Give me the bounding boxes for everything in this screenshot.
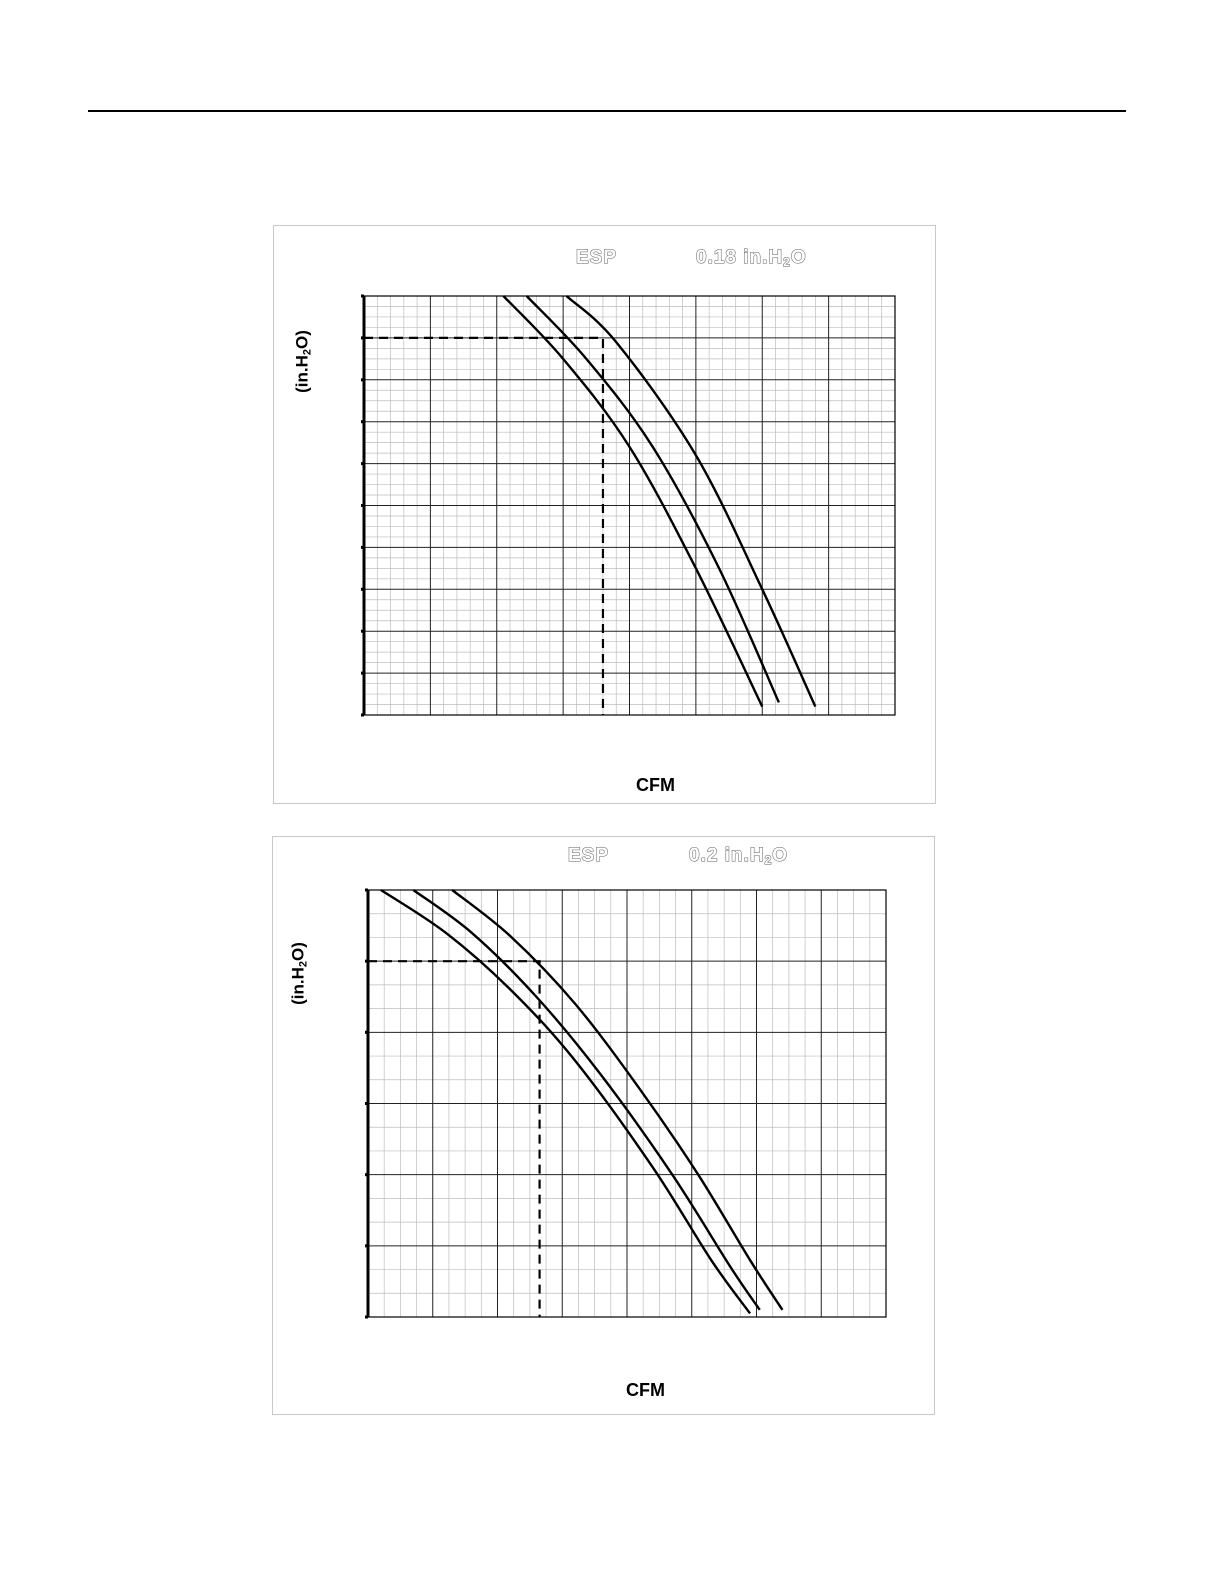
esp-label: ESP [567, 845, 610, 867]
fan-curve-3 [565, 295, 817, 708]
fan-curve-chart-2: ESP 0.2 in.H2O (in.H2O) CFM [272, 836, 935, 1415]
fan-curve-1 [502, 295, 764, 708]
fan-curve-2 [412, 889, 761, 1311]
x-axis-label: CFM [636, 775, 675, 795]
operating-point-guide [368, 960, 541, 1317]
header-rule [88, 110, 1126, 112]
chart-plot-1 [361, 294, 896, 717]
fan-curve-chart-1: ESP 0.18 in.H2O (in.H2O) CFM [273, 225, 936, 804]
operating-point-guide [364, 336, 605, 715]
esp-value: 0.2 in.H2O [689, 845, 789, 868]
fan-curve-3 [451, 889, 784, 1311]
fan-curve-2 [525, 295, 780, 703]
y-axis-label: (in.H2O) [288, 942, 310, 1005]
fan-curve-1 [380, 888, 751, 1315]
esp-value: 0.18 in.H2O [695, 247, 807, 270]
chart-plot-2 [365, 888, 887, 1319]
esp-label: ESP [575, 247, 618, 269]
x-axis-label: CFM [626, 1380, 665, 1400]
y-axis-label: (in.H2O) [292, 330, 314, 393]
